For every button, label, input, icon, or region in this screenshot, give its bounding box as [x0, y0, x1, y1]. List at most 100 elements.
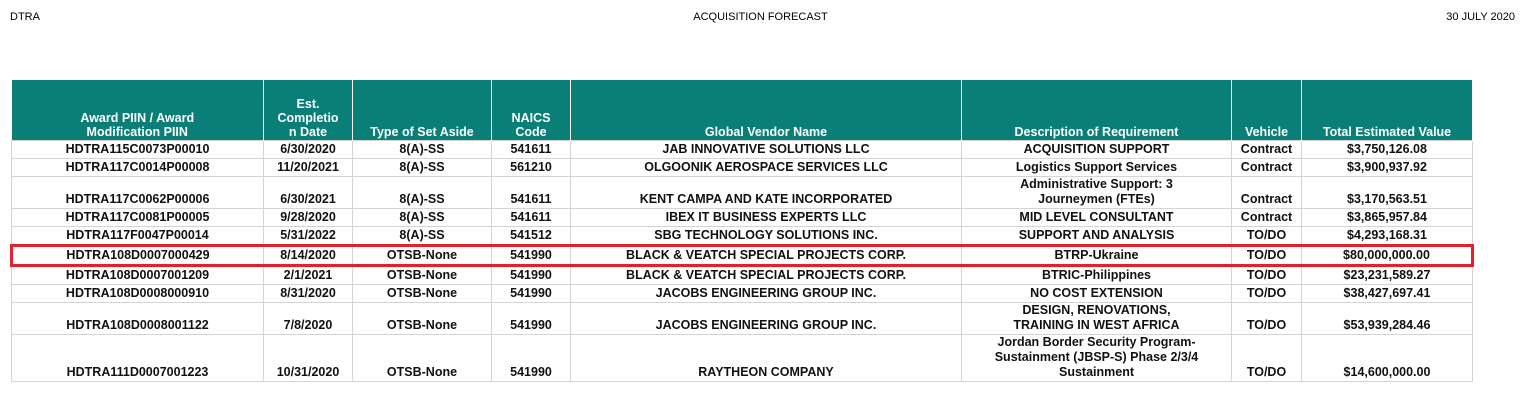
column-header: Type of Set Aside: [352, 80, 492, 141]
table-cell: 8(A)-SS: [352, 176, 492, 209]
table-cell: $80,000,000.00: [1301, 244, 1474, 267]
table-row: HDTRA108D0008001122 7/8/2020 OTSB-None 5419…: [11, 302, 1473, 335]
column-header: Global Vendor Name: [570, 80, 962, 141]
table-cell: BLACK & VEATCH SPECIAL PROJECTS CORP.: [570, 265, 962, 285]
table-cell: $38,427,697.41: [1301, 284, 1473, 303]
table-row: HDTRA108D0007000429 8/14/2020 OTSB-None 541…: [10, 244, 1474, 267]
table-cell: HDTRA117C0062P00006: [11, 176, 264, 209]
table-cell: IBEX IT BUSINESS EXPERTS LLC: [570, 208, 962, 227]
table-cell: TO/DO: [1231, 284, 1302, 303]
table-cell: 541611: [491, 140, 571, 159]
table-cell: 541611: [491, 208, 571, 227]
table-cell: 541990: [491, 284, 571, 303]
table-cell: Contract: [1231, 176, 1302, 209]
table-cell: Logistics Support Services: [961, 158, 1232, 177]
table-row: HDTRA108D0007001209 2/1/2021 OTSB-None 5419…: [11, 265, 1473, 285]
table-cell: TO/DO: [1231, 265, 1302, 285]
table-cell: SBG TECHNOLOGY SOLUTIONS INC.: [570, 226, 962, 246]
table-cell: OTSB-None: [352, 244, 492, 267]
table-cell: DESIGN, RENOVATIONS, TRAINING IN WEST AF…: [961, 302, 1232, 335]
table-cell: 8(A)-SS: [352, 208, 492, 227]
table-cell: HDTRA117F0047P00014: [11, 226, 264, 246]
table-cell: HDTRA111D0007001223: [11, 334, 264, 382]
table-cell: OTSB-None: [352, 334, 492, 382]
table-cell: OTSB-None: [352, 302, 492, 335]
table-cell: RAYTHEON COMPANY: [570, 334, 962, 382]
table-cell: 8/31/2020: [263, 284, 353, 303]
table-cell: JACOBS ENGINEERING GROUP INC.: [570, 284, 962, 303]
column-header: Description of Requirement: [961, 80, 1232, 141]
table-cell: 541990: [491, 265, 571, 285]
table-cell: OTSB-None: [352, 265, 492, 285]
table-cell: BTRP-Ukraine: [961, 244, 1232, 267]
table-row: HDTRA117C0014P00008 11/20/2021 8(A)-SS 5612…: [11, 158, 1473, 177]
page-title: ACQUISITION FORECAST: [693, 11, 828, 23]
table-cell: 561210: [491, 158, 571, 177]
table-cell: JAB INNOVATIVE SOLUTIONS LLC: [570, 140, 962, 159]
table-cell: HDTRA108D0007001209: [11, 265, 264, 285]
table-cell: BLACK & VEATCH SPECIAL PROJECTS CORP.: [570, 244, 962, 267]
table-cell: 541990: [491, 244, 571, 267]
table-cell: $3,170,563.51: [1301, 176, 1473, 209]
table-cell: MID LEVEL CONSULTANT: [961, 208, 1232, 227]
table-cell: 10/31/2020: [263, 334, 353, 382]
header-row: Award PIIN / Award Modification PIIN Est.…: [11, 80, 1473, 141]
column-header: Vehicle: [1231, 80, 1302, 141]
table-row: HDTRA117C0062P00006 6/30/2021 8(A)-SS 54161…: [11, 176, 1473, 209]
table-cell: Contract: [1231, 140, 1302, 159]
table-cell: NO COST EXTENSION: [961, 284, 1232, 303]
table-cell: BTRIC-Philippines: [961, 265, 1232, 285]
table-cell: 8/14/2020: [263, 244, 353, 267]
table-cell: 541611: [491, 176, 571, 209]
table-cell: 6/30/2021: [263, 176, 353, 209]
table-row: HDTRA115C0073P00010 6/30/2020 8(A)-SS 54161…: [11, 140, 1473, 159]
table-cell: $3,750,126.08: [1301, 140, 1473, 159]
table-cell: 8(A)-SS: [352, 226, 492, 246]
column-header: Total Estimated Value: [1301, 80, 1473, 141]
table-cell: OTSB-None: [352, 284, 492, 303]
table-cell: 11/20/2021: [263, 158, 353, 177]
report-date: 30 JULY 2020: [1446, 11, 1515, 23]
table-cell: $3,900,937.92: [1301, 158, 1473, 177]
table-row: HDTRA117F0047P00014 5/31/2022 8(A)-SS 54151…: [11, 226, 1473, 246]
table-cell: HDTRA117C0014P00008: [11, 158, 264, 177]
table-cell: TO/DO: [1231, 244, 1302, 267]
table-cell: 541990: [491, 334, 571, 382]
table-row: HDTRA108D0008000910 8/31/2020 OTSB-None 541…: [11, 284, 1473, 303]
table-cell: 541512: [491, 226, 571, 246]
table-cell: 6/30/2020: [263, 140, 353, 159]
table-cell: TO/DO: [1231, 302, 1302, 335]
table-row: HDTRA117C0081P00005 9/28/2020 8(A)-SS 54161…: [11, 208, 1473, 227]
table-cell: $14,600,000.00: [1301, 334, 1473, 382]
table-cell: TO/DO: [1231, 334, 1302, 382]
table-cell: HDTRA115C0073P00010: [11, 140, 264, 159]
table-cell: 541990: [491, 302, 571, 335]
org-label: DTRA: [10, 11, 40, 23]
table-cell: Contract: [1231, 158, 1302, 177]
column-header: NAICS Code: [491, 80, 571, 141]
column-header: Est. Completio n Date: [263, 80, 353, 141]
table-cell: 2/1/2021: [263, 265, 353, 285]
table-cell: HDTRA108D0008000910: [11, 284, 264, 303]
table-cell: 5/31/2022: [263, 226, 353, 246]
table-cell: 8(A)-SS: [352, 140, 492, 159]
table-cell: OLGOONIK AEROSPACE SERVICES LLC: [570, 158, 962, 177]
forecast-table: Award PIIN / Award Modification PIIN Est.…: [10, 80, 1474, 382]
table-cell: Administrative Support: 3 Journeymen (FT…: [961, 176, 1232, 209]
table-row: HDTRA111D0007001223 10/31/2020 OTSB-None 54…: [11, 334, 1473, 382]
table-cell: Contract: [1231, 208, 1302, 227]
table-cell: $53,939,284.46: [1301, 302, 1473, 335]
table-cell: HDTRA108D0008001122: [11, 302, 264, 335]
table-cell: ACQUISITION SUPPORT: [961, 140, 1232, 159]
table-cell: 7/8/2020: [263, 302, 353, 335]
table-cell: 9/28/2020: [263, 208, 353, 227]
table-cell: $4,293,168.31: [1301, 226, 1473, 246]
table-cell: JACOBS ENGINEERING GROUP INC.: [570, 302, 962, 335]
table-cell: HDTRA117C0081P00005: [11, 208, 264, 227]
table-cell: 8(A)-SS: [352, 158, 492, 177]
table-cell: TO/DO: [1231, 226, 1302, 246]
table-cell: SUPPORT AND ANALYSIS: [961, 226, 1232, 246]
column-header: Award PIIN / Award Modification PIIN: [11, 80, 264, 141]
table-cell: Jordan Border Security Program- Sustainm…: [961, 334, 1232, 382]
table-cell: $23,231,589.27: [1301, 265, 1473, 285]
